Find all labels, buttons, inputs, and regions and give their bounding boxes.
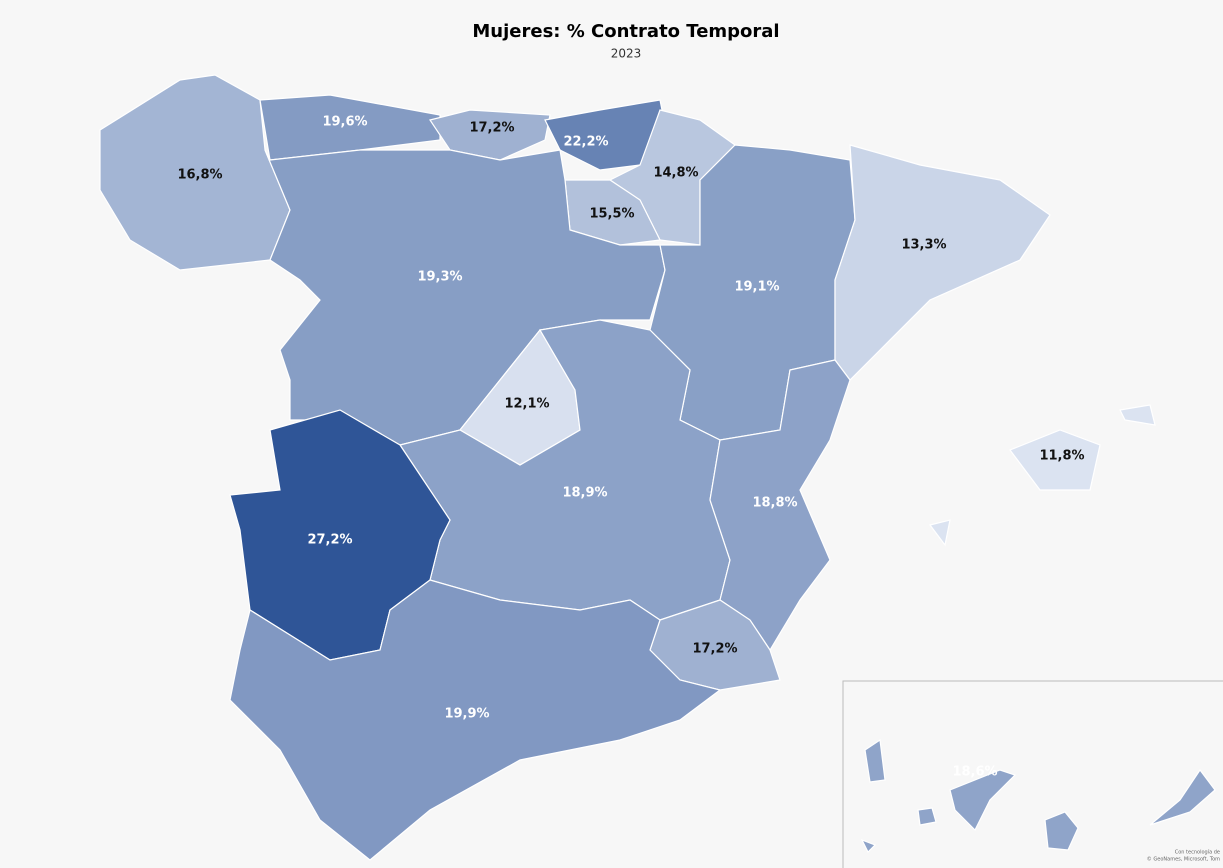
map-title: Mujeres: % Contrato Temporal bbox=[472, 21, 779, 42]
value-label: 27,2% bbox=[307, 533, 352, 548]
value-label: 22,2% bbox=[563, 135, 608, 150]
value-label: 16,8% bbox=[177, 168, 222, 183]
region bbox=[1119, 404, 1156, 426]
value-label: 17,2% bbox=[469, 121, 514, 136]
region bbox=[1149, 768, 1216, 826]
value-label: 18,9% bbox=[562, 486, 607, 501]
value-label: 19,9% bbox=[444, 707, 489, 722]
value-label: 15,5% bbox=[589, 207, 634, 222]
region bbox=[229, 579, 722, 861]
inset-frame bbox=[842, 680, 1223, 868]
region bbox=[608, 109, 736, 246]
value-label: 18,8% bbox=[752, 496, 797, 511]
region bbox=[928, 519, 951, 547]
value-label: 14,8% bbox=[653, 166, 698, 181]
value-label: 12,1% bbox=[504, 397, 549, 412]
value-label: 17,2% bbox=[692, 642, 737, 657]
value-label: 18,6% bbox=[952, 765, 997, 780]
attribution: © GeoNames, Microsoft, Tom bbox=[1147, 856, 1220, 863]
value-label: 13,3% bbox=[901, 238, 946, 253]
region bbox=[860, 838, 877, 854]
region bbox=[1044, 811, 1079, 851]
attribution: Con tecnología de bbox=[1175, 849, 1220, 856]
map-subtitle: 2023 bbox=[611, 47, 642, 61]
value-label: 19,1% bbox=[734, 280, 779, 295]
region bbox=[1009, 429, 1101, 491]
region bbox=[834, 144, 1051, 381]
region bbox=[949, 769, 1017, 832]
region bbox=[864, 738, 886, 783]
value-label: 11,8% bbox=[1039, 449, 1084, 464]
value-label: 19,3% bbox=[417, 270, 462, 285]
value-label: 19,6% bbox=[322, 115, 367, 130]
region bbox=[917, 807, 937, 826]
